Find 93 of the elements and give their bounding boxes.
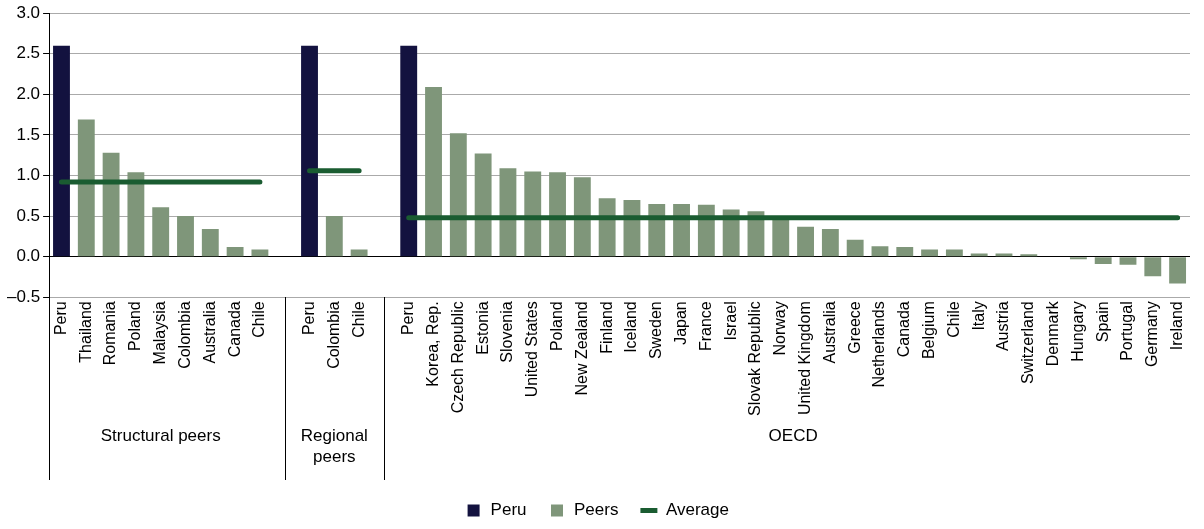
legend-label: Average (665, 500, 729, 520)
x-tick-label: Estonia (473, 301, 491, 355)
bar (425, 87, 442, 257)
bar (449, 133, 467, 257)
x-tick-label: Canada (225, 301, 243, 358)
bar (1094, 257, 1112, 264)
x-tick-label: Japan (671, 301, 689, 345)
bar (1169, 257, 1187, 284)
legend-label: Peers (573, 500, 619, 520)
x-tick-label: Switzerland (1019, 301, 1037, 384)
x-tick-label: Colombia (324, 301, 342, 369)
bar (251, 249, 269, 257)
bar (921, 249, 939, 257)
x-tick-label: Slovak Republic (746, 301, 764, 417)
x-tick-label: France (696, 301, 714, 352)
bar (871, 246, 889, 257)
x-tick-label: Poland (126, 301, 144, 352)
text: Regional peers (300, 426, 368, 467)
x-tick-label: Australia (200, 301, 218, 364)
bar (102, 152, 120, 257)
y-tick-label: 1.5 (16, 124, 41, 144)
bar (53, 45, 70, 257)
bar (325, 216, 343, 257)
bar (573, 177, 591, 257)
bar (995, 253, 1013, 257)
bar (400, 45, 418, 257)
x-tick-label: Ireland (1168, 301, 1186, 351)
x-tick-label: Norway (771, 301, 789, 356)
bar (549, 172, 566, 257)
x-tick-label: Greece (845, 301, 863, 354)
x-tick-label: Chile (250, 301, 268, 338)
x-tick-label: Finland (597, 301, 615, 354)
x-tick-label: Spain (1093, 301, 1111, 343)
bar (77, 119, 95, 257)
y-tick-label: 0.5 (16, 205, 41, 225)
bar (524, 171, 542, 257)
x-tick-label: Peru (299, 301, 317, 336)
x-tick-label: Germany (1143, 301, 1161, 368)
x-tick-label: Korea, Rep. (423, 301, 441, 387)
bar (127, 172, 145, 257)
x-tick-label: Canada (895, 301, 913, 358)
y-tick-label: 1.0 (16, 165, 41, 185)
bar (350, 249, 368, 257)
legend-label: Peru (490, 500, 527, 520)
x-tick-label: Chile (944, 301, 962, 338)
x-tick-label: Thailand (76, 301, 94, 363)
x-tick-label: Sweden (647, 301, 665, 360)
bar (177, 216, 194, 257)
x-tick-label: Czech Republic (448, 301, 466, 414)
y-tick-label: 2.5 (16, 43, 41, 63)
bar (821, 229, 839, 257)
text: Structural peers (100, 426, 221, 446)
x-tick-label: Slovenia (498, 301, 516, 363)
x-tick-label: Malaysia (151, 301, 169, 365)
x-tick-label: Denmark (1043, 300, 1061, 367)
bar (1144, 257, 1162, 277)
bar (797, 226, 814, 257)
x-tick-label: Peru (399, 301, 417, 336)
bar (945, 249, 963, 257)
bar (1119, 257, 1137, 265)
bar (673, 203, 690, 257)
x-tick-label: Chile (349, 301, 367, 338)
x-tick-label: Iceland (622, 301, 640, 353)
bar (152, 207, 170, 257)
bar (474, 153, 492, 257)
x-tick-label: Italy (969, 301, 987, 331)
x-tick-label: Portugal (1118, 301, 1136, 361)
bar (226, 246, 244, 257)
x-tick-label: Australia (820, 301, 838, 364)
bar (896, 246, 914, 257)
x-tick-label: United States (523, 301, 541, 398)
text: OECD (768, 426, 818, 446)
x-tick-label: New Zealand (572, 301, 590, 396)
bar (648, 203, 666, 257)
x-tick-label: Austria (994, 301, 1012, 352)
bar (201, 229, 219, 257)
x-tick-label: Romania (101, 301, 119, 366)
x-tick-label: Israel (721, 301, 739, 341)
y-tick-label: 2.0 (16, 84, 41, 104)
x-tick-label: United Kingdom (795, 301, 813, 416)
x-tick-label: Colombia (175, 301, 193, 369)
bar (970, 253, 988, 257)
y-tick-label: 3.0 (16, 2, 41, 22)
bar (301, 45, 318, 257)
bar (598, 198, 616, 257)
x-tick-label: Hungary (1068, 301, 1086, 362)
bar (846, 239, 864, 257)
x-tick-label: Belgium (919, 301, 937, 360)
x-tick-label: Peru (51, 301, 69, 336)
x-tick-label: Netherlands (870, 301, 888, 388)
y-tick-label: –0.5 (6, 286, 41, 306)
y-tick-label: 0.0 (16, 246, 41, 266)
x-tick-label: Poland (547, 301, 565, 352)
